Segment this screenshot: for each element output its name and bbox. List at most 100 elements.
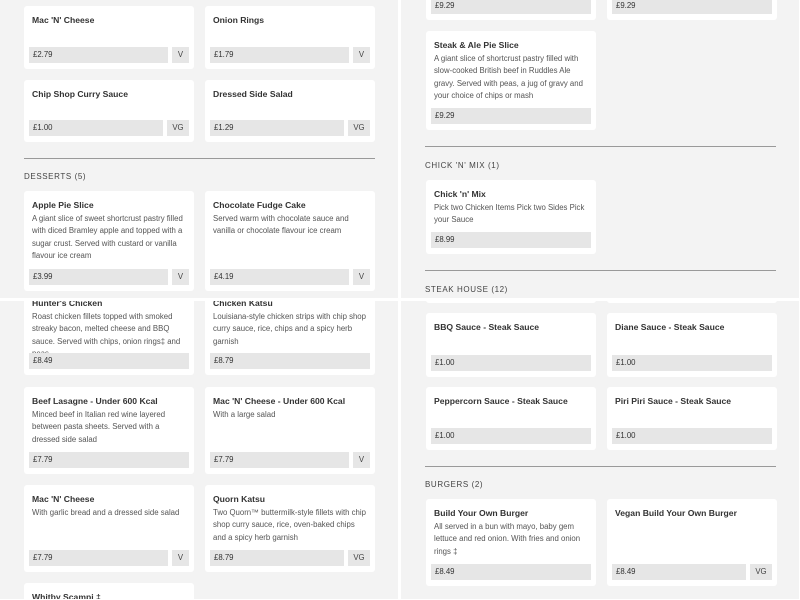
menu-item-card[interactable]: Whitby Scampi ‡ [24, 583, 194, 599]
item-price: £1.00 [431, 355, 591, 371]
item-price: £8.99 [431, 232, 591, 248]
item-price: £8.79 [210, 550, 344, 566]
menu-item-card[interactable]: Diane Sauce - Steak Sauce £1.00 [607, 313, 777, 377]
item-description: Minced beef in Italian red wine layered … [32, 410, 166, 444]
item-price: £7.79 [29, 550, 168, 566]
item-title: Piri Piri Sauce - Steak Sauce [615, 396, 732, 406]
item-title: Chicken Katsu [213, 301, 273, 308]
menu-item-card[interactable]: Onion Rings £1.79 V [205, 6, 375, 69]
menu-item-card[interactable]: Build Your Own Burger All served in a bun… [426, 499, 596, 586]
item-price: £8.49 [431, 564, 591, 580]
item-description: Pick two Chicken Items Pick two Sides Pi… [434, 203, 585, 225]
item-price: £7.79 [210, 452, 349, 468]
menu-item-card[interactable]: Peppercorn Sauce - Steak Sauce £1.00 [426, 387, 596, 450]
section-divider [425, 146, 776, 147]
item-price: £8.49 [612, 564, 746, 580]
section-divider [425, 270, 776, 271]
item-description: Two Quorn™ buttermilk-style fillets with… [213, 508, 366, 542]
item-title: Dressed Side Salad [213, 89, 293, 99]
item-title: Whitby Scampi ‡ [32, 592, 101, 599]
item-price: £8.49 [29, 353, 189, 369]
item-title: Mac 'N' Cheese [32, 15, 95, 25]
item-description: Served warm with chocolate sauce and van… [213, 214, 349, 236]
dietary-badge: VG [348, 550, 370, 566]
menu-item-card[interactable]: £9.29 [607, 0, 777, 20]
menu-item-card[interactable]: Chocolate Fudge Cake Served warm with cho… [205, 191, 375, 291]
item-title: Mac 'N' Cheese [32, 494, 95, 504]
section-heading: STEAK HOUSE (12) [425, 285, 508, 294]
dietary-badge: VG [348, 120, 370, 136]
menu-item-card[interactable]: Chicken Katsu Louisiana-style chicken str… [205, 301, 375, 375]
item-title: Peppercorn Sauce - Steak Sauce [434, 396, 568, 406]
item-price: £9.29 [431, 0, 591, 14]
section-divider [24, 158, 375, 159]
item-price: £1.79 [210, 47, 349, 63]
item-description: All served in a bun with mayo, baby gem … [434, 522, 581, 556]
dietary-badge: V [172, 269, 189, 285]
menu-item-card[interactable]: Quorn Katsu Two Quorn™ buttermilk-style f… [205, 485, 375, 572]
item-title: Chip Shop Curry Sauce [32, 89, 128, 99]
menu-item-card[interactable] [426, 301, 596, 303]
item-title: Chocolate Fudge Cake [213, 200, 306, 210]
item-title: Mac 'N' Cheese - Under 600 Kcal [213, 396, 346, 406]
item-title: Quorn Katsu [213, 494, 266, 504]
item-price: £3.99 [29, 269, 168, 285]
item-title: Hunter's Chicken [32, 301, 103, 308]
menu-item-card[interactable]: Hunter's Chicken Roast chicken fillets to… [24, 301, 194, 375]
section-heading: CHICK 'N' MIX (1) [425, 161, 500, 170]
item-title: BBQ Sauce - Steak Sauce [434, 322, 540, 332]
item-title: Chick 'n' Mix [434, 189, 486, 199]
menu-item-card[interactable]: BBQ Sauce - Steak Sauce £1.00 [426, 313, 596, 377]
item-price: £9.29 [431, 108, 591, 124]
menu-item-card[interactable]: Mac 'N' Cheese With garlic bread and a dr… [24, 485, 194, 572]
item-title: Beef Lasagne - Under 600 Kcal [32, 396, 158, 406]
item-description: Louisiana-style chicken strips with chip… [213, 312, 366, 346]
item-price: £1.29 [210, 120, 344, 136]
menu-item-card[interactable]: Beef Lasagne - Under 600 Kcal Minced beef… [24, 387, 194, 474]
menu-panel: BURGERS (2) BBQ Sauce - Steak Sauce £1.00 D… [401, 301, 799, 599]
dietary-badge: V [353, 269, 370, 285]
item-description: A giant slice of sweet shortcrust pastry… [32, 214, 183, 261]
dietary-badge: VG [750, 564, 772, 580]
item-description: With a large salad [213, 410, 276, 419]
menu-panel: DESSERTS (5) Mac 'N' Cheese £2.79 V Onion Ri… [0, 0, 398, 298]
menu-item-card[interactable]: Chip Shop Curry Sauce £1.00 VG [24, 80, 194, 142]
item-title: Steak & Ale Pie Slice [434, 40, 519, 50]
item-title: Vegan Build Your Own Burger [615, 508, 737, 518]
menu-item-card[interactable]: Mac 'N' Cheese - Under 600 Kcal With a la… [205, 387, 375, 474]
item-title: Apple Pie Slice [32, 200, 94, 210]
dietary-badge: V [172, 47, 189, 63]
menu-item-card[interactable] [607, 301, 777, 303]
item-price: £4.19 [210, 269, 349, 285]
item-title: Build Your Own Burger [434, 508, 529, 518]
item-title: Diane Sauce - Steak Sauce [615, 322, 725, 332]
menu-panel: CHICK 'N' MIX (1) STEAK HOUSE (12) £9.29 £9… [401, 0, 799, 298]
section-heading: BURGERS (2) [425, 480, 484, 489]
item-price: £1.00 [612, 355, 772, 371]
menu-item-card[interactable]: £9.29 [426, 0, 596, 20]
dietary-badge: VG [167, 120, 189, 136]
dietary-badge: V [172, 550, 189, 566]
section-heading: DESSERTS (5) [24, 172, 87, 181]
section-divider [425, 466, 776, 467]
menu-item-card[interactable]: Chick 'n' Mix Pick two Chicken Items Pick… [426, 180, 596, 254]
item-price: £1.00 [612, 428, 772, 444]
item-price: £7.79 [29, 452, 189, 468]
dietary-badge: V [353, 47, 370, 63]
dietary-badge: V [353, 452, 370, 468]
item-price: £1.00 [29, 120, 163, 136]
menu-panel: Hunter's Chicken Roast chicken fillets to… [0, 301, 398, 599]
menu-item-card[interactable]: Steak & Ale Pie Slice A giant slice of sh… [426, 31, 596, 130]
menu-item-card[interactable]: Apple Pie Slice A giant slice of sweet sh… [24, 191, 194, 291]
menu-item-card[interactable]: Vegan Build Your Own Burger £8.49 VG [607, 499, 777, 586]
item-price: £9.29 [612, 0, 772, 14]
item-description: A giant slice of shortcrust pastry fille… [434, 54, 583, 101]
item-description: With garlic bread and a dressed side sal… [32, 508, 180, 517]
menu-item-card[interactable]: Piri Piri Sauce - Steak Sauce £1.00 [607, 387, 777, 450]
menu-item-card[interactable]: Mac 'N' Cheese £2.79 V [24, 6, 194, 69]
item-title: Onion Rings [213, 15, 265, 25]
menu-item-card[interactable]: Dressed Side Salad £1.29 VG [205, 80, 375, 142]
item-price: £8.79 [210, 353, 370, 369]
item-price: £2.79 [29, 47, 168, 63]
item-price: £1.00 [431, 428, 591, 444]
